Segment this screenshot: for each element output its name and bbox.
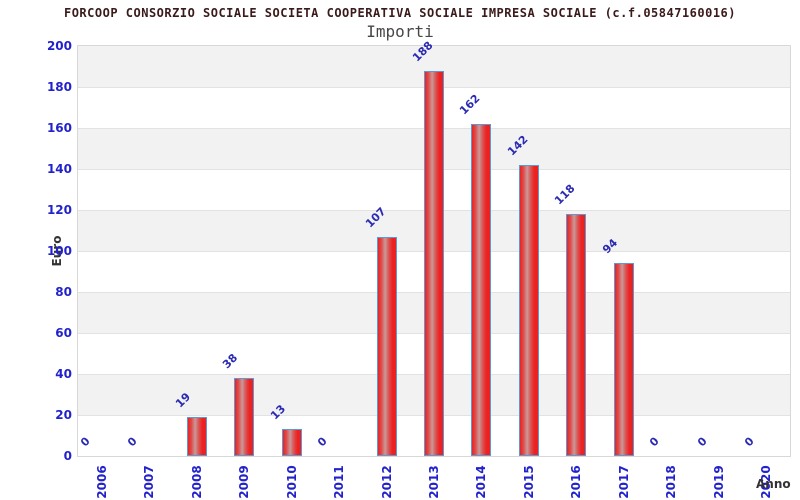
y-tick-label-200: 200 bbox=[46, 39, 72, 53]
bar-2015 bbox=[519, 165, 539, 456]
x-tick-label-2011: 2011 bbox=[332, 465, 346, 499]
x-tick-label-2010: 2010 bbox=[285, 465, 299, 499]
x-tick-label-2017: 2017 bbox=[617, 465, 631, 499]
bar-2008 bbox=[187, 417, 207, 456]
bar-2013 bbox=[424, 71, 444, 456]
y-tick-label-120: 120 bbox=[46, 203, 72, 217]
y-tick-label-20: 20 bbox=[55, 408, 72, 422]
bar-2016 bbox=[566, 214, 586, 456]
x-tick-label-2019: 2019 bbox=[712, 465, 726, 499]
y-tick-label-160: 160 bbox=[46, 121, 72, 135]
x-tick-label-2012: 2012 bbox=[380, 465, 394, 499]
y-tick-label-80: 80 bbox=[55, 285, 72, 299]
plot-area: 0 0 19 38 13 0 107 188 162 142 118 94 0 0 0 bbox=[77, 39, 791, 457]
y-tick-label-100: 100 bbox=[46, 244, 72, 258]
x-tick-label-2006: 2006 bbox=[95, 465, 109, 499]
x-tick-label-2015: 2015 bbox=[522, 465, 536, 499]
bar-2014 bbox=[471, 124, 491, 456]
x-tick-label-2009: 2009 bbox=[237, 465, 251, 499]
bar-2012 bbox=[377, 237, 397, 456]
chart-subtitle: Importi bbox=[366, 22, 434, 41]
y-tick-label-40: 40 bbox=[55, 367, 72, 381]
x-tick-label-2018: 2018 bbox=[664, 465, 678, 499]
y-tick-label-140: 140 bbox=[46, 162, 72, 176]
y-tick-label-60: 60 bbox=[55, 326, 72, 340]
x-tick-label-2013: 2013 bbox=[427, 465, 441, 499]
x-axis-label: Anno bbox=[756, 477, 791, 491]
y-tick-label-180: 180 bbox=[46, 80, 72, 94]
x-tick-label-2008: 2008 bbox=[190, 465, 204, 499]
x-tick-label-2016: 2016 bbox=[569, 465, 583, 499]
chart-title: FORCOOP CONSORZIO SOCIALE SOCIETA COOPER… bbox=[63, 6, 737, 20]
x-tick-label-2007: 2007 bbox=[142, 465, 156, 499]
y-tick-label-0: 0 bbox=[63, 449, 72, 463]
bar-2009 bbox=[234, 378, 254, 456]
bar-2010 bbox=[282, 429, 302, 456]
x-tick-label-2014: 2014 bbox=[474, 465, 488, 499]
bar-2017 bbox=[614, 263, 634, 456]
